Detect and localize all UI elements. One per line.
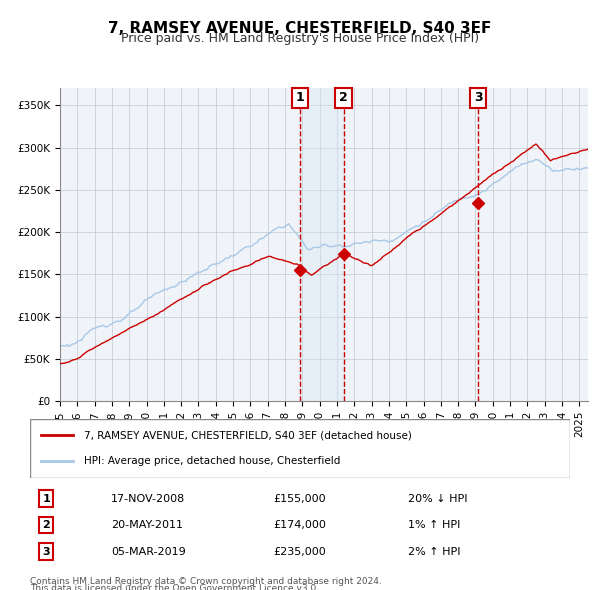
Text: 1% ↑ HPI: 1% ↑ HPI	[408, 520, 460, 530]
Text: HPI: Average price, detached house, Chesterfield: HPI: Average price, detached house, Ches…	[84, 457, 340, 466]
Text: 7, RAMSEY AVENUE, CHESTERFIELD, S40 3EF (detached house): 7, RAMSEY AVENUE, CHESTERFIELD, S40 3EF …	[84, 431, 412, 440]
Text: Price paid vs. HM Land Registry's House Price Index (HPI): Price paid vs. HM Land Registry's House …	[121, 32, 479, 45]
Text: 3: 3	[43, 546, 50, 556]
Text: 2: 2	[43, 520, 50, 530]
Text: £235,000: £235,000	[273, 546, 326, 556]
Text: £174,000: £174,000	[273, 520, 326, 530]
Text: £155,000: £155,000	[273, 494, 326, 504]
Text: Contains HM Land Registry data © Crown copyright and database right 2024.: Contains HM Land Registry data © Crown c…	[30, 577, 382, 586]
Text: This data is licensed under the Open Government Licence v3.0.: This data is licensed under the Open Gov…	[30, 584, 319, 590]
Text: 20% ↓ HPI: 20% ↓ HPI	[408, 494, 467, 504]
Text: 20-MAY-2011: 20-MAY-2011	[111, 520, 183, 530]
FancyBboxPatch shape	[30, 419, 570, 478]
Text: 7, RAMSEY AVENUE, CHESTERFIELD, S40 3EF: 7, RAMSEY AVENUE, CHESTERFIELD, S40 3EF	[109, 21, 491, 35]
Text: 05-MAR-2019: 05-MAR-2019	[111, 546, 186, 556]
Text: 1: 1	[43, 494, 50, 504]
Text: 2: 2	[339, 91, 348, 104]
Text: 1: 1	[296, 91, 305, 104]
Bar	[300, 88, 344, 401]
Text: 3: 3	[474, 91, 483, 104]
Text: 2% ↑ HPI: 2% ↑ HPI	[408, 546, 461, 556]
Text: 17-NOV-2008: 17-NOV-2008	[111, 494, 185, 504]
